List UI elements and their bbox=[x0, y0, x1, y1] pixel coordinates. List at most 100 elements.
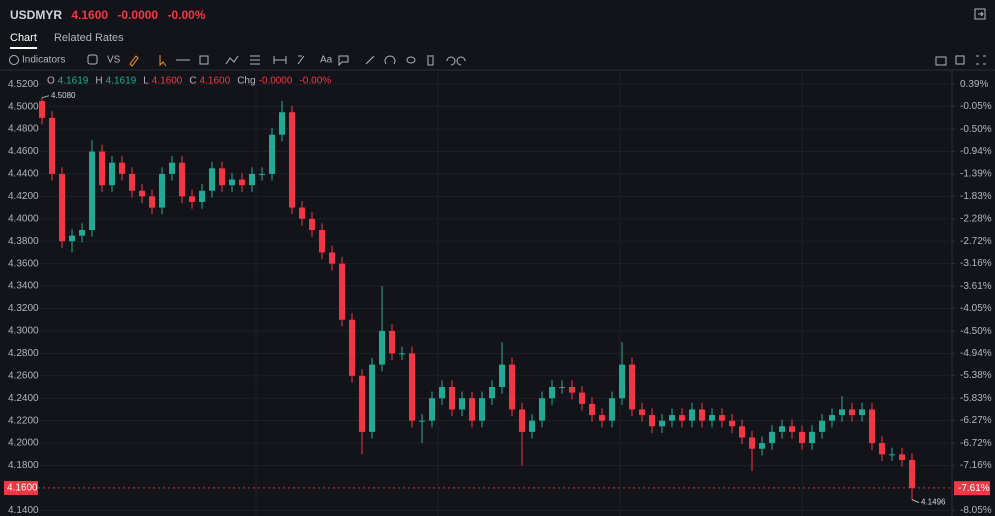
legend-value: 4.1600 bbox=[200, 76, 231, 87]
tab[interactable]: Chart bbox=[10, 32, 37, 49]
candle-body bbox=[379, 330, 385, 365]
candle-body bbox=[89, 151, 95, 231]
candle-body bbox=[179, 162, 185, 197]
candle-body bbox=[129, 173, 135, 191]
candle-body bbox=[849, 409, 855, 416]
candle-body bbox=[469, 398, 475, 421]
symbol-header: USDMYR 4.1600 -0.0000 -0.00% bbox=[10, 8, 211, 22]
candle-body bbox=[549, 387, 555, 399]
y-tick-label: 4.2200 bbox=[8, 415, 39, 426]
y2-tick-label: -3.61% bbox=[960, 281, 992, 292]
candle-body bbox=[489, 387, 495, 399]
candle-body bbox=[349, 319, 355, 376]
tab[interactable]: Related Rates bbox=[53, 32, 124, 44]
last-price-label: 4.1600 bbox=[7, 483, 38, 494]
candle-body bbox=[629, 364, 635, 410]
candle-body bbox=[429, 398, 435, 421]
candle-body bbox=[679, 415, 685, 421]
y2-tick-label: -6.72% bbox=[960, 438, 992, 449]
right-icons[interactable] bbox=[935, 55, 986, 66]
compare-button[interactable]: VS bbox=[107, 55, 121, 66]
candle-body bbox=[589, 403, 595, 416]
legend-value: -0.0000 bbox=[259, 76, 293, 87]
layout-icon[interactable] bbox=[87, 54, 98, 65]
candle-body bbox=[639, 409, 645, 416]
candle-body bbox=[569, 387, 575, 393]
y-tick-label: 4.3800 bbox=[8, 236, 39, 247]
y2-tick-label: -4.50% bbox=[960, 326, 992, 337]
y-tick-label: 4.2800 bbox=[8, 348, 39, 359]
candle-body bbox=[749, 437, 755, 449]
candle-body bbox=[799, 431, 805, 444]
annotation-leader bbox=[41, 95, 50, 99]
symbol: USDMYR bbox=[10, 8, 63, 22]
draw-icon[interactable] bbox=[129, 55, 139, 67]
candle-body bbox=[339, 263, 345, 320]
candle-body bbox=[699, 409, 705, 421]
y-tick-label: 4.1400 bbox=[8, 505, 39, 516]
candle-body bbox=[499, 364, 505, 388]
legend-key: Chg bbox=[237, 76, 255, 87]
candle-body bbox=[869, 409, 875, 444]
candle-body bbox=[319, 230, 325, 253]
indicators-icon bbox=[9, 55, 19, 65]
candle-body bbox=[199, 190, 205, 202]
price: 4.1600 bbox=[71, 8, 109, 22]
y-tick-label: 4.3200 bbox=[8, 303, 39, 314]
candle-body bbox=[509, 364, 515, 410]
candle-body bbox=[139, 190, 145, 197]
y2-tick-label: -5.83% bbox=[960, 393, 992, 404]
tool-icons[interactable] bbox=[176, 55, 305, 65]
toolbar: Indicators VS Aa bbox=[9, 54, 986, 67]
candle-body bbox=[289, 112, 295, 208]
candle-body bbox=[159, 173, 165, 208]
change-pct: -0.00% bbox=[167, 8, 206, 22]
legend-key: O bbox=[47, 76, 55, 87]
candle-body bbox=[329, 252, 335, 264]
y2-tick-label: -7.16% bbox=[960, 460, 992, 471]
y-tick-label: 4.3400 bbox=[8, 281, 39, 292]
y2-tick-label: -1.83% bbox=[960, 191, 992, 202]
candle-body bbox=[819, 420, 825, 432]
candle-body bbox=[689, 409, 695, 421]
tool-icons-2[interactable] bbox=[338, 55, 466, 67]
y-tick-label: 4.2600 bbox=[8, 370, 39, 381]
change: -0.0000 bbox=[117, 8, 159, 22]
candle-body bbox=[729, 420, 735, 427]
candle-body bbox=[719, 415, 725, 421]
y2-tick-label: -0.50% bbox=[960, 124, 992, 135]
candle-body bbox=[269, 134, 275, 174]
candle-body bbox=[299, 207, 305, 219]
legend-key: H bbox=[95, 76, 102, 87]
candle-body bbox=[839, 409, 845, 416]
y-tick-label: 4.4600 bbox=[8, 146, 39, 157]
legend-value: 4.1600 bbox=[152, 76, 183, 87]
exit-icon[interactable] bbox=[974, 8, 986, 20]
candle-body bbox=[859, 409, 865, 416]
text-tool[interactable]: Aa bbox=[320, 55, 333, 66]
candle-body bbox=[479, 398, 485, 421]
candle-body bbox=[789, 426, 795, 432]
candle-body bbox=[369, 364, 375, 432]
candle-body bbox=[109, 162, 115, 186]
candle-body bbox=[609, 398, 615, 421]
cursor-icon[interactable] bbox=[159, 55, 167, 67]
y-tick-label: 4.4200 bbox=[8, 191, 39, 202]
y-tick-label: 4.5000 bbox=[8, 101, 39, 112]
candle-body bbox=[809, 431, 815, 444]
legend-value: 4.1619 bbox=[58, 76, 89, 87]
candle-body bbox=[669, 415, 675, 421]
candle-body bbox=[709, 415, 715, 421]
annotation-label: 4.1496 bbox=[921, 498, 946, 507]
last-price-badge bbox=[4, 480, 38, 495]
legend-key: L bbox=[143, 76, 149, 87]
legend-value: 4.1619 bbox=[106, 76, 137, 87]
y2-tick-label: -4.94% bbox=[960, 348, 992, 359]
candle-body bbox=[409, 353, 415, 421]
candle-body bbox=[399, 353, 405, 355]
candle-body bbox=[649, 415, 655, 427]
indicators-button[interactable]: Indicators bbox=[22, 55, 65, 66]
y2-tick-label: -1.39% bbox=[960, 169, 992, 180]
y2-tick-label: -0.05% bbox=[960, 101, 992, 112]
